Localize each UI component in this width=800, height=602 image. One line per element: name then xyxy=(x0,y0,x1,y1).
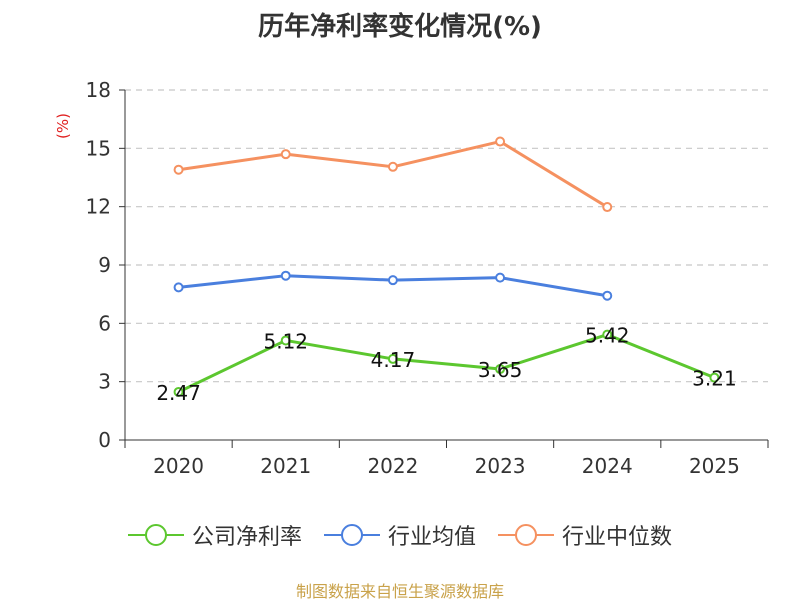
y-tick-label: 0 xyxy=(98,428,111,452)
legend-item-industry-average[interactable]: 行业均值 xyxy=(323,519,476,551)
data-point[interactable] xyxy=(602,202,613,213)
data-point[interactable] xyxy=(387,161,398,172)
source-note: 制图数据来自恒生聚源数据库 xyxy=(295,582,504,601)
data-point[interactable] xyxy=(280,335,291,346)
data-point[interactable] xyxy=(495,136,506,147)
data-point[interactable] xyxy=(173,164,184,175)
data-point[interactable] xyxy=(495,364,506,375)
x-tick-label: 2022 xyxy=(367,454,418,478)
data-label: 2.47 xyxy=(156,381,201,405)
legend-label: 公司净利率 xyxy=(191,525,302,550)
grid-layer xyxy=(125,89,768,383)
data-point[interactable] xyxy=(495,272,506,283)
data-point[interactable] xyxy=(173,386,184,397)
x-tick-label: 2023 xyxy=(475,454,526,478)
data-label: 4.17 xyxy=(371,348,416,372)
legend-marker-icon xyxy=(498,524,554,546)
series-layer xyxy=(173,136,720,397)
legend-marker-icon xyxy=(323,524,380,546)
data-label: 3.65 xyxy=(478,358,523,382)
legend-marker-icon xyxy=(127,524,184,546)
data-point[interactable] xyxy=(173,282,184,293)
legend: 公司净利率 行业均值 行业中位数 xyxy=(0,519,800,551)
y-tick-label: 9 xyxy=(98,253,111,277)
legend-label: 行业中位数 xyxy=(562,525,673,550)
data-point[interactable] xyxy=(387,275,398,286)
axis-layer: 0 3 6 9 12 15 18 2020 2021 2022 2023 2024 2025 xyxy=(86,78,769,478)
legend-item-company[interactable]: 公司净利率 xyxy=(127,519,302,551)
legend-item-industry-median[interactable]: 行业中位数 xyxy=(498,519,672,551)
x-tick-label: 2021 xyxy=(260,454,311,478)
data-point[interactable] xyxy=(602,290,613,301)
series-line xyxy=(178,140,609,209)
data-label: 5.42 xyxy=(585,324,630,348)
x-tick-label: 2024 xyxy=(582,454,633,478)
data-label: 5.12 xyxy=(263,329,308,353)
y-tick-label: 6 xyxy=(98,311,111,335)
data-point[interactable] xyxy=(709,372,720,383)
chart-title: 历年净利率变化情况(%) xyxy=(258,12,542,42)
legend-label: 行业均值 xyxy=(387,525,476,550)
x-tick-label: 2020 xyxy=(153,454,204,478)
y-tick-label: 12 xyxy=(86,195,111,219)
y-tick-label: 15 xyxy=(86,136,111,160)
x-tick-label: 2025 xyxy=(689,454,740,478)
data-point[interactable] xyxy=(280,270,291,281)
series-line xyxy=(177,333,715,394)
label-layer: 2.47 5.12 4.17 3.65 5.42 3.21 xyxy=(156,324,736,405)
data-point[interactable] xyxy=(602,329,613,340)
data-label: 3.21 xyxy=(692,367,737,391)
data-point[interactable] xyxy=(387,353,398,364)
data-point[interactable] xyxy=(280,149,291,160)
y-axis-unit-label: (%) xyxy=(54,113,72,139)
y-tick-label: 18 xyxy=(86,78,111,102)
y-tick-label: 3 xyxy=(98,370,111,394)
